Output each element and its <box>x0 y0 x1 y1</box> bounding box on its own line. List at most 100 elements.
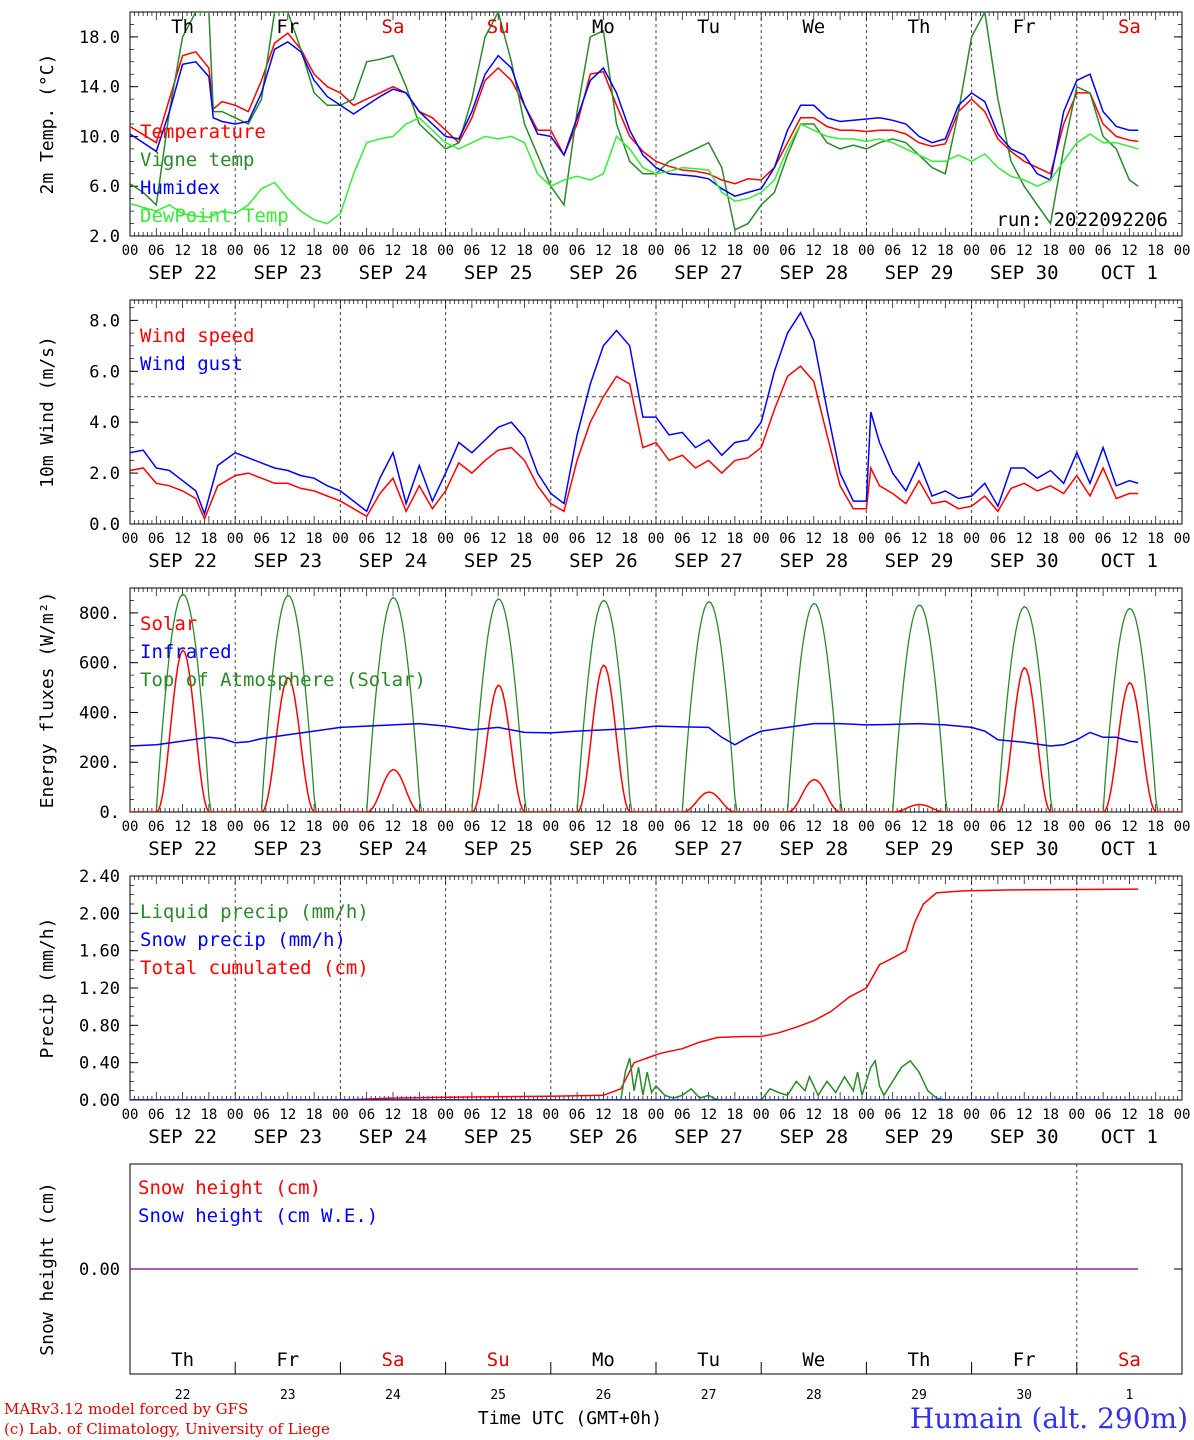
y-tick-label: 0.00 <box>79 1260 120 1280</box>
hour-tick-label: 12 <box>174 531 191 547</box>
hour-tick-label: 06 <box>1095 1107 1112 1123</box>
y-tick-label: 18.0 <box>79 28 120 48</box>
date-label: SEP 29 <box>885 550 954 572</box>
date-label: SEP 28 <box>779 262 848 284</box>
day-name: Fr <box>1013 16 1036 38</box>
hour-tick-label: 00 <box>1068 1107 1085 1123</box>
hour-tick-label: 00 <box>1068 531 1085 547</box>
legend-entry: Vigne temp <box>140 149 254 171</box>
hour-tick-label: 12 <box>805 819 822 835</box>
hour-tick-label: 06 <box>253 243 270 259</box>
legend-entry: Humidex <box>140 177 220 199</box>
date-label: SEP 27 <box>674 1126 743 1148</box>
y-tick-label: 2.40 <box>79 867 120 887</box>
hour-tick-label: 06 <box>569 819 586 835</box>
hour-tick-label: 06 <box>253 531 270 547</box>
date-label: SEP 23 <box>253 838 322 860</box>
day-name: Sa <box>1118 1349 1141 1371</box>
hour-tick-label: 00 <box>1174 1107 1191 1123</box>
y-tick-label: 2.00 <box>79 904 120 924</box>
panel-frame <box>129 299 1183 525</box>
hour-tick-label: 18 <box>937 1107 954 1123</box>
hour-tick-label: 12 <box>1016 531 1033 547</box>
hour-tick-label: 06 <box>148 819 165 835</box>
hour-tick-label: 12 <box>490 243 507 259</box>
hour-tick-label: 18 <box>1042 1107 1059 1123</box>
hour-tick-label: 06 <box>1095 531 1112 547</box>
day-name: Sa <box>382 16 405 38</box>
day-name: Th <box>908 1349 931 1371</box>
hour-tick-label: 18 <box>832 819 849 835</box>
y-tick-label: 6.0 <box>89 362 120 382</box>
date-label: SEP 25 <box>464 1126 533 1148</box>
hour-tick-label: 12 <box>1016 819 1033 835</box>
hour-tick-label: 06 <box>989 243 1006 259</box>
hour-tick-label: 00 <box>648 1107 665 1123</box>
hour-tick-label: 18 <box>621 531 638 547</box>
hour-tick-label: 12 <box>595 1107 612 1123</box>
hour-tick-label: 00 <box>858 819 875 835</box>
hour-tick-label: 12 <box>911 531 928 547</box>
panel-temp: 2.0 6.0 10.0 14.0 18.0 2m Temp. (°C) Temperatu… <box>37 11 1191 284</box>
hour-tick-label: 06 <box>463 243 480 259</box>
hour-tick-label: 12 <box>279 819 296 835</box>
series-solar <box>130 649 1182 812</box>
credit-line-1: MARv3.12 model forced by GFS <box>4 1400 248 1418</box>
series-wind-gust <box>130 311 1139 517</box>
hour-tick-label: 12 <box>1121 243 1138 259</box>
hour-tick-label: 06 <box>463 531 480 547</box>
hour-tick-label: 18 <box>726 531 743 547</box>
date-label: SEP 26 <box>569 262 638 284</box>
series-dewpoint-temp <box>130 116 1139 225</box>
date-label: SEP 25 <box>464 262 533 284</box>
date-label: SEP 27 <box>674 262 743 284</box>
hour-tick-label: 00 <box>963 819 980 835</box>
hour-tick-label: 00 <box>122 531 139 547</box>
hour-tick-label: 12 <box>805 531 822 547</box>
hour-tick-label: 00 <box>753 531 770 547</box>
hour-tick-label: 06 <box>779 243 796 259</box>
y-axis-title: 10m Wind (m/s) <box>37 336 58 488</box>
day-name: Tu <box>697 1349 720 1371</box>
y-tick-label: 0.40 <box>79 1054 120 1074</box>
hour-tick-label: 00 <box>858 1107 875 1123</box>
hour-tick-label: 18 <box>621 243 638 259</box>
hour-tick-label: 00 <box>122 819 139 835</box>
hour-tick-label: 06 <box>884 243 901 259</box>
hour-tick-label: 06 <box>1095 819 1112 835</box>
hour-tick-label: 00 <box>122 1107 139 1123</box>
series-humidex <box>130 41 1139 198</box>
panel-wind: 0.0 2.0 4.0 6.0 8.0 10m Wind (m/s) Wind speed W… <box>37 299 1190 572</box>
y-axis-title: Energy fluxes (W/m²) <box>37 592 58 809</box>
hour-tick-label: 12 <box>911 243 928 259</box>
hour-tick-label: 06 <box>569 243 586 259</box>
y-axis-title: Snow height (cm) <box>37 1182 58 1355</box>
hour-tick-label: 00 <box>542 819 559 835</box>
hour-tick-label: 18 <box>832 243 849 259</box>
hour-tick-label: 18 <box>411 243 428 259</box>
date-label: SEP 27 <box>674 838 743 860</box>
legend-entry: Wind gust <box>140 353 243 375</box>
y-tick-label: 400. <box>79 703 120 723</box>
hour-tick-label: 00 <box>648 819 665 835</box>
hour-tick-label: 00 <box>1174 243 1191 259</box>
hour-tick-label: 00 <box>227 531 244 547</box>
series-toa-solar <box>130 593 1182 812</box>
hour-tick-label: 12 <box>385 531 402 547</box>
hour-tick-label: 06 <box>463 819 480 835</box>
hour-tick-label: 06 <box>148 531 165 547</box>
date-label: SEP 28 <box>779 550 848 572</box>
hour-tick-label: 12 <box>595 243 612 259</box>
day-name: Th <box>908 16 931 38</box>
y-tick-label: 1.20 <box>79 979 120 999</box>
day-number: 25 <box>490 1388 506 1403</box>
hour-tick-label: 12 <box>700 819 717 835</box>
hour-tick-label: 12 <box>1121 819 1138 835</box>
hour-tick-label: 12 <box>490 819 507 835</box>
hour-tick-label: 00 <box>437 531 454 547</box>
day-number: 24 <box>385 1388 401 1403</box>
hour-tick-label: 06 <box>253 1107 270 1123</box>
hour-tick-label: 06 <box>779 819 796 835</box>
hour-tick-label: 00 <box>542 531 559 547</box>
hour-tick-label: 06 <box>148 243 165 259</box>
